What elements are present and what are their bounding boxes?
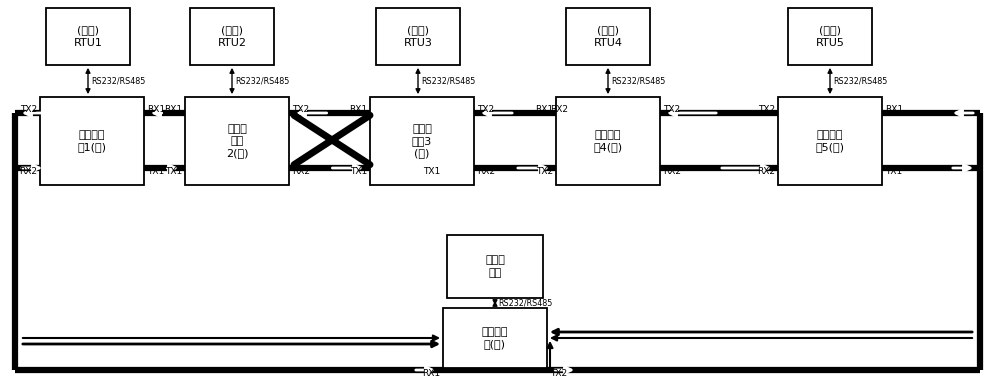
Bar	[40, 97, 144, 185]
Text: TX2: TX2	[758, 104, 775, 113]
Bar	[556, 97, 660, 185]
Text: RX2: RX2	[550, 104, 568, 113]
Text: RX1: RX1	[885, 104, 903, 113]
Text: RX1: RX1	[147, 104, 165, 113]
Text: 自感光
端机3
(从): 自感光 端机3 (从)	[412, 124, 432, 158]
Bar	[566, 8, 650, 65]
Text: (从机)
RTU1: (从机) RTU1	[74, 25, 102, 48]
Text: TX2: TX2	[550, 370, 567, 378]
Text: (从机)
RTU5: (从机) RTU5	[816, 25, 844, 48]
Text: TX1: TX1	[350, 167, 367, 177]
Text: RX2: RX2	[757, 167, 775, 177]
Text: RX1: RX1	[535, 104, 553, 113]
Text: (从机)
RTU3: (从机) RTU3	[404, 25, 432, 48]
Bar	[190, 8, 274, 65]
Text: 自感光
端机
2(从): 自感光 端机 2(从)	[226, 124, 248, 158]
Text: 自感光端
机1(从): 自感光端 机1(从)	[78, 130, 106, 152]
Bar	[778, 97, 882, 185]
Text: RS232/RS485: RS232/RS485	[498, 299, 552, 307]
Text: RS232/RS485: RS232/RS485	[235, 76, 289, 85]
Text: RX2: RX2	[292, 167, 310, 177]
Text: RX1: RX1	[422, 370, 440, 378]
Text: RX2: RX2	[663, 167, 681, 177]
Text: RS232/RS485: RS232/RS485	[91, 76, 145, 85]
Text: TX1: TX1	[885, 167, 902, 177]
Text: TX2: TX2	[536, 167, 553, 177]
Text: 自感光端
机5(从): 自感光端 机5(从)	[816, 130, 844, 152]
Bar	[447, 235, 543, 298]
Text: RX2: RX2	[477, 167, 495, 177]
Text: TX1: TX1	[423, 167, 440, 177]
Text: TX2: TX2	[477, 104, 494, 113]
Bar	[443, 308, 547, 368]
Text: 自感光端
机4(从): 自感光端 机4(从)	[593, 130, 623, 152]
Text: RS232/RS485: RS232/RS485	[611, 76, 665, 85]
Bar	[185, 97, 289, 185]
Text: 通信管
理机: 通信管 理机	[485, 255, 505, 278]
Text: TX1: TX1	[147, 167, 164, 177]
Bar	[376, 8, 460, 65]
Text: TX2: TX2	[20, 104, 37, 113]
Text: TX2: TX2	[292, 104, 309, 113]
Text: TX2: TX2	[663, 104, 680, 113]
Text: RX2: RX2	[19, 167, 37, 177]
Text: RX1: RX1	[349, 104, 367, 113]
Bar	[46, 8, 130, 65]
Text: (从机)
RTU2: (从机) RTU2	[218, 25, 246, 48]
Text: RX1: RX1	[164, 104, 182, 113]
Text: RS232/RS485: RS232/RS485	[833, 76, 887, 85]
Bar	[788, 8, 872, 65]
Text: RS232/RS485: RS232/RS485	[421, 76, 475, 85]
Text: 自感光端
机(主): 自感光端 机(主)	[482, 327, 508, 349]
Text: (从机)
RTU4: (从机) RTU4	[594, 25, 622, 48]
Text: TX1: TX1	[165, 167, 182, 177]
Bar	[370, 97, 474, 185]
